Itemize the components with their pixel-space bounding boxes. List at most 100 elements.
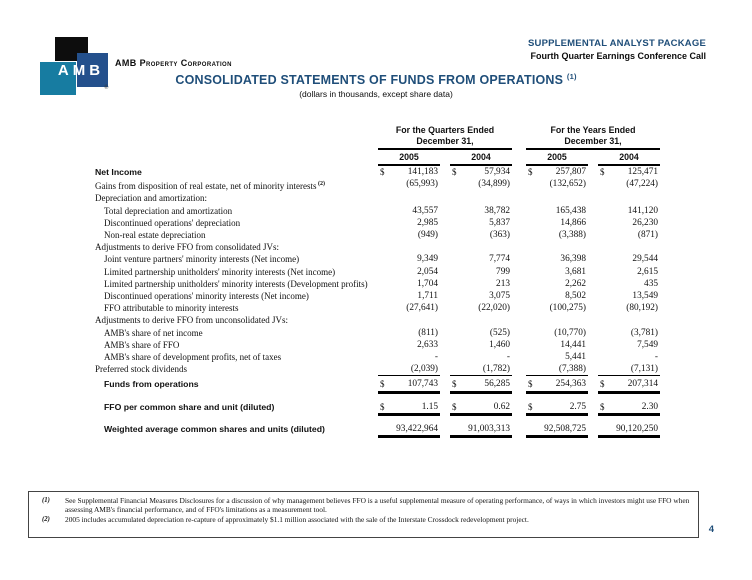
value-text: 5,837	[489, 217, 510, 228]
value-text: 29,544	[632, 254, 658, 265]
value-quarter-2004: 213	[450, 278, 512, 290]
column-gap	[440, 423, 450, 438]
value-text: 8,502	[565, 291, 586, 302]
group-gap	[512, 253, 526, 265]
currency-symbol: $	[452, 401, 457, 412]
column-header-y2004: 2004	[598, 152, 660, 166]
value-text: 257,807	[555, 167, 586, 177]
value-year-2005: $2.75	[526, 401, 588, 416]
value-year-2005: (100,275)	[526, 302, 588, 314]
value-text: 3,681	[565, 266, 586, 277]
value-text: 36,398	[560, 254, 586, 265]
package-header: SUPPLEMENTAL ANALYST PACKAGE Fourth Quar…	[528, 37, 706, 63]
currency-symbol: $	[600, 401, 605, 412]
value-text: (363)	[489, 230, 510, 241]
value-text: 7,549	[637, 339, 658, 350]
value-text: 14,866	[560, 217, 586, 228]
value-quarter-2005: 43,557	[378, 205, 440, 217]
value-text: 3,075	[489, 291, 510, 302]
column-gap	[588, 266, 598, 278]
value-text: 93,422,964	[396, 423, 438, 434]
value-year-2004: 90,120,250	[598, 423, 660, 439]
currency-symbol: $	[600, 379, 605, 390]
value-text: 92,508,725	[544, 423, 586, 434]
column-gap	[440, 205, 450, 217]
value-text: 26,230	[632, 217, 658, 228]
table-row: Funds from operations $107,743 $56,285 $…	[95, 378, 662, 394]
column-gap	[588, 290, 598, 302]
value-text: 213	[496, 278, 510, 289]
value-year-2004: (80,192)	[598, 302, 660, 314]
group-gap	[512, 178, 526, 192]
row-label: Weighted average common shares and units…	[104, 423, 325, 434]
row-label: Total depreciation and amortization	[104, 205, 233, 216]
group-gap	[512, 351, 526, 363]
value-quarter-2004	[450, 314, 512, 326]
value-quarter-2004: (34,899)	[450, 178, 512, 192]
group-gap	[512, 401, 526, 416]
column-gap	[588, 378, 598, 393]
value-year-2004: $125,471	[598, 166, 660, 178]
value-text: 107,743	[407, 379, 438, 390]
column-gap	[588, 229, 598, 241]
column-gap	[588, 253, 598, 265]
value-text: (2,039)	[410, 364, 438, 375]
value-quarter-2005: 2,054	[378, 266, 440, 278]
table-row: Gains from disposition of real estate, n…	[95, 178, 662, 192]
value-quarter-2004: (525)	[450, 327, 512, 339]
value-year-2005: $254,363	[526, 378, 588, 394]
value-text: 13,549	[632, 291, 658, 302]
value-text: 2,615	[637, 266, 658, 277]
table-row: Limited partnership unitholders' minorit…	[95, 278, 662, 290]
quarters-group-line1: For the Quarters Ended	[395, 125, 495, 135]
value-text: 56,285	[484, 379, 510, 390]
column-gap	[440, 241, 450, 253]
registered-mark-icon: ®	[104, 85, 109, 91]
years-column-group: For the Years Ended December 31,	[526, 125, 660, 150]
value-text: -	[506, 352, 510, 363]
value-text: 2.30	[641, 401, 658, 412]
value-text: 2,633	[417, 339, 438, 350]
column-gap	[440, 302, 450, 314]
column-gap	[588, 351, 598, 363]
currency-symbol: $	[528, 401, 533, 412]
value-text: 90,120,250	[616, 423, 658, 434]
value-quarter-2005: 2,985	[378, 217, 440, 229]
currency-symbol: $	[600, 167, 605, 177]
value-text: (3,388)	[558, 230, 586, 241]
value-quarter-2005: $107,743	[378, 378, 440, 394]
value-quarter-2005: (65,993)	[378, 178, 440, 192]
row-label: Limited partnership unitholders' minorit…	[104, 278, 368, 289]
logo-teal-square-icon	[40, 62, 76, 95]
value-text: 207,314	[627, 379, 658, 390]
table-row: AMB's share of net income (811) (525) (1…	[95, 327, 662, 339]
group-gap	[512, 327, 526, 339]
value-quarter-2004: (1,782)	[450, 363, 512, 377]
value-year-2004: -	[598, 351, 660, 363]
value-text: -	[654, 352, 658, 363]
value-text: 14,441	[560, 339, 586, 350]
column-gap	[440, 378, 450, 393]
column-gap	[588, 278, 598, 290]
value-year-2005	[526, 241, 588, 253]
value-text: (3,781)	[630, 327, 658, 338]
value-text: 1,711	[417, 291, 438, 302]
value-text: 125,471	[627, 167, 658, 177]
value-text: 9,349	[417, 254, 438, 265]
value-year-2005: 165,438	[526, 205, 588, 217]
value-year-2004: (871)	[598, 229, 660, 241]
table-row: Adjustments to derive FFO from consolida…	[95, 241, 662, 253]
table-body: Net Income $141,183 $57,934 $257,807 $12…	[95, 166, 662, 439]
table-row: FFO per common share and unit (diluted) …	[95, 401, 662, 416]
value-quarter-2004: 1,460	[450, 339, 512, 351]
value-year-2004: 7,549	[598, 339, 660, 351]
page-title-text: CONSOLIDATED STATEMENTS OF FUNDS FROM OP…	[175, 73, 564, 88]
value-year-2004: 26,230	[598, 217, 660, 229]
value-text: 5,441	[565, 352, 586, 363]
value-year-2005: 92,508,725	[526, 423, 588, 439]
value-quarter-2005: $141,183	[378, 166, 440, 178]
row-label: AMB's share of development profits, net …	[104, 352, 282, 363]
column-gap	[440, 314, 450, 326]
value-year-2005: (3,388)	[526, 229, 588, 241]
